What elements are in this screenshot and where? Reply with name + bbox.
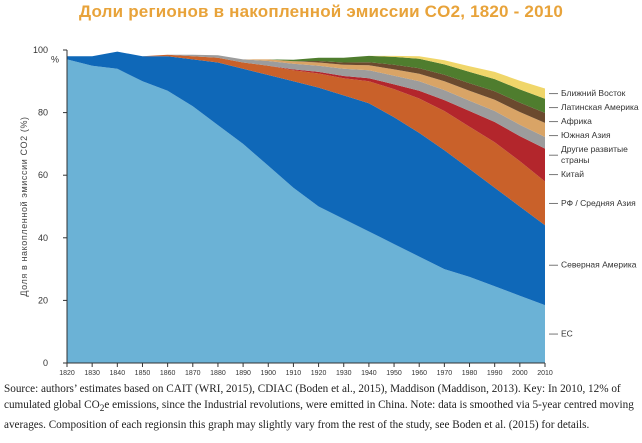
x-tick-label: 2000 <box>512 370 528 377</box>
y-tick-label: 100 <box>33 45 48 55</box>
stacked-area-chart: 0 20 40 60 80 100% 1820 1830 1840 1850 1860 1870 188… <box>19 45 639 377</box>
area-series-1 <box>67 51 545 306</box>
x-tick-label: 1990 <box>487 370 503 377</box>
x-tick-label: 1890 <box>235 370 251 377</box>
x-tick-label: 1960 <box>411 370 427 377</box>
legend-label: страны <box>561 155 589 165</box>
area-series-7 <box>67 51 545 113</box>
x-tick-label: 1900 <box>260 370 276 377</box>
axes: 0 20 40 60 80 100% 1820 1830 1840 1850 1860 1870 188… <box>19 45 553 377</box>
x-tick-label: 1880 <box>210 370 226 377</box>
y-axis-label: Доля в накопленной эмиссии CO2 (%) <box>19 116 29 296</box>
y-tick-label: 60 <box>38 170 48 180</box>
x-tick-label: 1860 <box>160 370 176 377</box>
source-text-cont: e emissions, since the Industrial revolu… <box>4 399 634 432</box>
area-series-0 <box>67 59 545 364</box>
legend: Ближний Восток Латинская Америка Африка Южн… <box>549 88 639 339</box>
legend-label: Южная Азия <box>561 130 611 140</box>
legend-label: Ближний Восток <box>561 88 626 98</box>
y-unit-label: % <box>51 55 59 65</box>
legend-label: Африка <box>561 116 592 126</box>
y-tick-label: 20 <box>38 295 48 305</box>
x-tick-label: 1920 <box>311 370 327 377</box>
legend-label: ЕС <box>561 329 573 339</box>
x-tick-label: 1980 <box>462 370 478 377</box>
x-tick-label: 1930 <box>336 370 352 377</box>
legend-label: Другие развитые <box>561 144 628 154</box>
x-tick-label: 1840 <box>110 370 126 377</box>
legend-label: Северная Америка <box>561 260 637 270</box>
area-series-2 <box>67 51 545 226</box>
legend-label: РФ / Средняя Азия <box>561 198 636 208</box>
legend-label: Китай <box>561 169 584 179</box>
y-tick-label: 40 <box>38 233 48 243</box>
legend-label: Латинская Америка <box>561 102 639 112</box>
source-note: Source: authors’ estimates based on CAIT… <box>4 381 638 433</box>
area-series-4 <box>67 51 545 149</box>
source-text: Source: authors’ estimates based on CAIT… <box>4 383 621 411</box>
source-subscript: 2 <box>99 404 105 415</box>
x-tick-label: 1970 <box>437 370 453 377</box>
x-tick-label: 1830 <box>84 370 100 377</box>
x-tick-label: 2010 <box>537 370 553 377</box>
x-tick-label: 1910 <box>286 370 302 377</box>
chart-title: Доли регионов в накопленной эмиссии CO2,… <box>78 2 564 21</box>
y-tick-label: 0 <box>43 358 48 368</box>
x-tick-label: 1870 <box>185 370 201 377</box>
x-tick-label: 1940 <box>361 370 377 377</box>
y-tick-label: 80 <box>38 108 48 118</box>
x-tick-label: 1850 <box>135 370 151 377</box>
x-tick-label: 1820 <box>59 370 75 377</box>
area-series-group <box>67 51 545 364</box>
x-tick-label: 1950 <box>386 370 402 377</box>
